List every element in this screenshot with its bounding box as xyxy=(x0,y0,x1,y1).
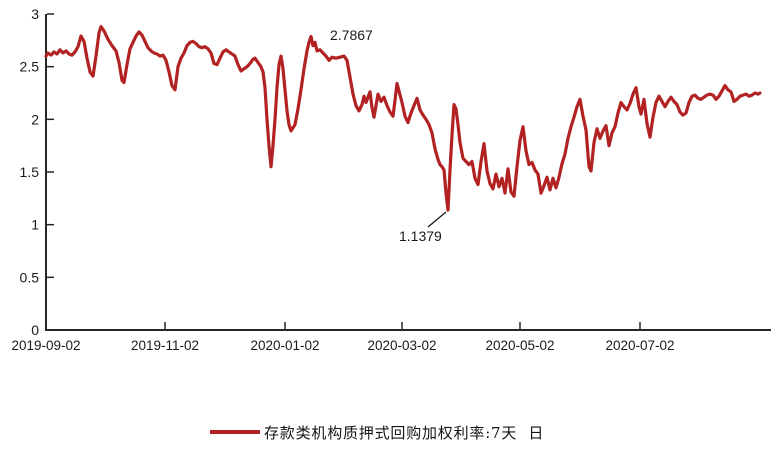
min-annotation-leader-line xyxy=(427,211,447,228)
x-tick-label: 2019-09-02 xyxy=(11,338,80,353)
y-tick-label: 3 xyxy=(31,6,39,22)
max-value-annotation: 2.7867 xyxy=(330,27,373,43)
x-tick-label: 2020-01-02 xyxy=(250,338,319,353)
y-tick-label: 0.5 xyxy=(20,269,40,285)
x-tick-label: 2020-03-02 xyxy=(367,338,436,353)
legend: 存款类机构质押式回购加权利率:7天 日 xyxy=(210,423,545,442)
y-tick-label: 1.5 xyxy=(20,164,40,180)
y-tick-label: 2.5 xyxy=(20,59,40,75)
y-tick-label: 2 xyxy=(31,111,39,127)
y-tick-label: 1 xyxy=(31,217,39,233)
y-tick-label: 0 xyxy=(31,322,39,338)
x-tick-label: 2019-11-02 xyxy=(131,338,199,353)
line-series xyxy=(44,25,762,212)
x-tick-label: 2020-07-02 xyxy=(605,338,674,353)
legend-label: 存款类机构质押式回购加权利率:7天 日 xyxy=(264,423,545,442)
legend-line-swatch xyxy=(210,430,260,434)
x-tick-label: 2020-05-02 xyxy=(485,338,554,353)
min-value-annotation: 1.1379 xyxy=(399,228,442,244)
